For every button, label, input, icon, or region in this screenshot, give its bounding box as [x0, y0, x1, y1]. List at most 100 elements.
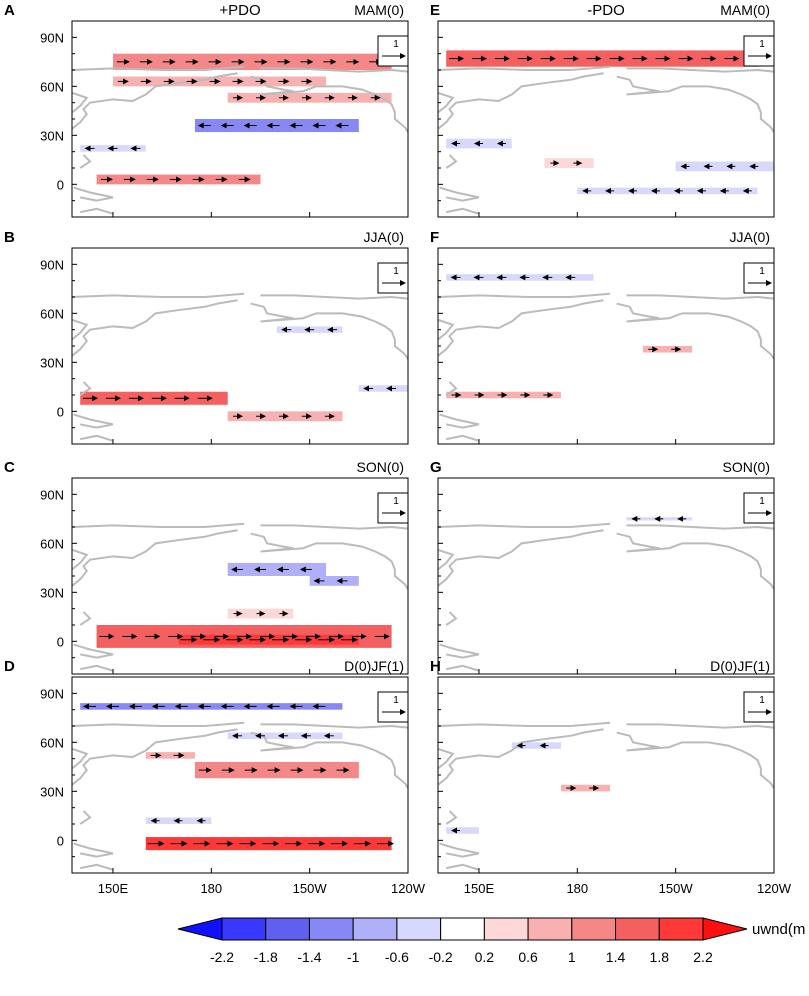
map-content — [438, 274, 774, 442]
reference-box — [377, 492, 409, 524]
reference-box — [743, 262, 775, 294]
colorbar-label: -2.2 — [210, 949, 234, 965]
coastline — [73, 186, 114, 202]
coastline — [438, 292, 611, 298]
map-panel: 0 30N 60N 90N C SON(0) 1 — [4, 459, 409, 675]
panel-title: +PDO — [219, 2, 260, 19]
coastline — [445, 434, 480, 442]
coastline — [72, 318, 89, 341]
coastline — [72, 747, 89, 770]
y-tick-label: 30N — [40, 128, 64, 143]
wind-anomaly-patch — [560, 784, 611, 792]
colorbar-label: 1.4 — [606, 949, 626, 965]
colorbar-label: -0.2 — [429, 949, 453, 965]
coastline — [79, 381, 92, 396]
reference-box — [743, 35, 775, 67]
map-frame — [437, 477, 775, 675]
coastline — [72, 292, 245, 298]
coastline — [73, 643, 114, 659]
coastline — [73, 413, 114, 429]
colorbar-label: 0.6 — [518, 949, 538, 965]
map-content — [438, 50, 774, 215]
colorbar-box — [265, 917, 310, 941]
reference-value: 1 — [393, 695, 399, 706]
map-panel: 0 30N 60N 90N B JJA(0) 1 — [4, 229, 409, 445]
y-tick-label: 0 — [57, 634, 64, 649]
coastline — [438, 318, 455, 341]
coastline — [439, 186, 480, 202]
wind-anomaly-patch — [358, 385, 408, 392]
panel-title: -PDO — [587, 2, 625, 19]
season-label: MAM(0) — [354, 2, 404, 18]
wind-anomaly-patch — [112, 53, 392, 70]
coastline — [79, 154, 92, 169]
colorbar-box — [308, 917, 354, 941]
colorbar-box — [483, 917, 529, 941]
season-label: D(0)JF(1) — [710, 658, 770, 674]
x-tick-label: 180 — [566, 881, 588, 896]
colorbar-box — [440, 917, 485, 941]
coastline — [445, 381, 458, 396]
coastline — [72, 91, 89, 114]
coastline — [445, 664, 480, 672]
reference-value: 1 — [759, 496, 765, 507]
coastline — [445, 810, 458, 825]
coastline — [439, 643, 480, 659]
coastline — [72, 65, 245, 71]
coastline — [250, 75, 408, 133]
x-tick-label: 150E — [464, 881, 495, 896]
panel-letter: G — [430, 459, 442, 476]
season-label: D(0)JF(1) — [344, 658, 404, 674]
coastline — [250, 302, 408, 360]
wind-anomaly-patch — [544, 158, 594, 168]
coastline — [616, 302, 774, 360]
reference-value: 1 — [759, 39, 765, 50]
map-panel: G SON(0) 1 — [430, 459, 775, 675]
reference-value: 1 — [759, 695, 765, 706]
map-panel: 0 30N 60N 90N 150E 180 150W 120W D D(0)JF(1) 1 — [4, 658, 426, 896]
coastline — [438, 728, 604, 786]
panel-letter: B — [4, 229, 15, 246]
coastline — [438, 91, 455, 114]
colorbar-label: 1 — [568, 949, 576, 965]
reference-value: 1 — [759, 266, 765, 277]
season-label: SON(0) — [357, 459, 404, 475]
coastline — [438, 721, 611, 727]
y-tick-label: 60N — [40, 536, 64, 551]
coastline — [79, 611, 92, 626]
colorbar-label: -0.6 — [385, 949, 409, 965]
coastline — [439, 413, 480, 429]
coastline — [438, 548, 455, 571]
coastline — [72, 299, 238, 357]
coastline — [445, 611, 458, 626]
coastline — [260, 524, 408, 530]
coastline — [72, 72, 238, 130]
season-label: MAM(0) — [720, 2, 770, 18]
coastline — [260, 67, 408, 73]
panel-letter: A — [4, 2, 15, 19]
wind-anomaly-patch — [577, 187, 758, 195]
colorbar-label: 1.8 — [650, 949, 670, 965]
colorbar-label: -1 — [347, 949, 360, 965]
colorbar-box — [615, 917, 660, 941]
coastline — [250, 731, 408, 789]
x-tick-label: 150E — [98, 881, 129, 896]
coastline — [79, 434, 114, 442]
panel-letter: C — [4, 459, 15, 476]
y-tick-label: 60N — [40, 306, 64, 321]
coastline — [72, 522, 245, 528]
map-content — [72, 522, 408, 672]
reference-value: 1 — [393, 39, 399, 50]
map-panel: E -PDO MAM(0) 1 — [430, 2, 775, 218]
coastline — [438, 72, 604, 130]
colorbar-box — [396, 917, 442, 941]
coastline — [626, 723, 774, 729]
y-tick-label: 90N — [40, 487, 64, 502]
coastline — [445, 207, 480, 215]
colorbar-box — [658, 917, 704, 941]
map-panel: 150E 180 150W 120W H D(0)JF(1) 1 — [430, 658, 792, 896]
coastline — [616, 731, 774, 789]
map-content — [72, 292, 408, 442]
coastline — [73, 842, 114, 858]
coastline — [438, 65, 611, 71]
